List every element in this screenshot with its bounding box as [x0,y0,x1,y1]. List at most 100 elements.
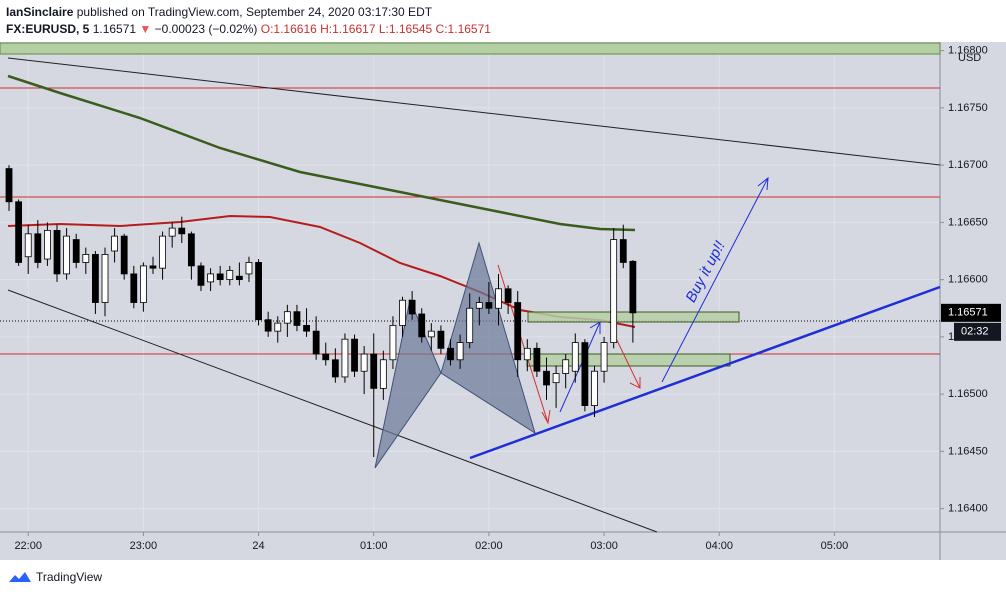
trend-line [7,289,658,533]
candle-body [159,235,166,269]
candle-body [389,325,397,361]
candle-body [533,347,541,372]
x-tick-label: 23:00 [130,540,158,552]
candle-body [15,201,23,263]
candle-body [504,288,512,303]
last: 1.16571 [92,22,137,36]
candle-body [130,273,138,303]
currency: USD [958,52,981,64]
author[interactable]: IanSinclaire [6,5,74,19]
candle-body [111,235,118,252]
candle-body [53,229,61,275]
candle-body [197,265,205,286]
candle-body [495,288,502,309]
candle-body [543,370,550,386]
candle-body [293,311,301,326]
y-tick-label: 1.16750 [948,102,988,114]
candle-body [44,229,51,260]
last-price-label: 1.16571 [948,307,988,319]
y-tick-label: 1.16800 [948,45,988,57]
support-line [469,285,941,460]
logo [9,572,31,582]
candle-body [274,322,282,332]
candle-body [552,373,560,384]
candle-body [283,311,291,324]
candle-body [427,330,435,338]
candle-body [351,338,358,372]
candle-body [485,302,493,309]
candle-body [34,233,42,263]
candle-body [571,342,579,372]
candle-body [523,347,531,361]
candle-body [437,330,445,349]
candle-body [168,227,176,237]
candle-body [379,359,387,389]
footer: TradingView [8,570,102,584]
candle-body [92,254,99,303]
zone [0,42,941,55]
candle-body [418,313,426,338]
countdown: 02:32 [961,326,989,338]
candle-body [475,302,483,309]
candle-body [178,227,186,235]
symbol: FX:EURUSD, 5 [6,22,90,36]
y-tick-label: 1.16700 [948,159,988,171]
candle-body [408,299,416,315]
x-tick-label: 01:00 [360,540,388,552]
candle-body [591,370,598,406]
candle-body [24,233,32,258]
candle-body [466,307,474,344]
candle-body [581,342,589,406]
candle-body [187,233,195,267]
candle-body [629,260,637,314]
candle-body [120,235,128,275]
ma-slow [7,74,636,232]
brand[interactable]: TradingView [36,570,103,584]
candle-body [341,338,349,378]
x-tick-label: 03:00 [590,540,618,552]
x-tick-label: 22:00 [14,540,42,552]
candle-body [370,353,378,389]
zone [527,311,740,323]
arrow: ▼ [139,22,152,36]
candle-body [399,299,406,326]
candle-body [562,359,570,374]
y-tick-label: 1.16450 [948,445,988,457]
x-tick-label: 24 [252,540,264,552]
candle-body [255,262,262,321]
candle-body [303,325,310,332]
change: −0.00023 (−0.02%) [154,22,258,36]
x-tick-label: 04:00 [705,540,733,552]
y-tick-label: 1.16650 [948,216,988,228]
candle-body [216,273,224,281]
candle-body [235,275,243,281]
candle-body [264,319,272,332]
candle-body [82,254,90,263]
x-tick-label: 02:00 [475,540,503,552]
pattern [440,241,536,435]
pane [0,42,1006,560]
candle-body [360,353,368,372]
drawings: Buy it up!! [0,42,941,533]
arrows [559,176,769,413]
candle-body [149,265,157,269]
candle-body [245,262,253,275]
candle-body [5,168,13,203]
candle-body [72,239,80,263]
candle-body [63,235,71,275]
trend-line [7,57,941,166]
candle-body [331,359,339,378]
candle-body [101,254,109,303]
candle-body [619,239,627,263]
candle-body [514,302,522,361]
y-tick-label: 1.16600 [948,274,988,286]
candle-body [312,330,320,355]
candle-body [226,270,234,281]
published: published on TradingView.com, September … [76,5,433,19]
candle-body [447,347,454,361]
pattern [374,298,442,469]
candle-body [456,342,464,361]
candle-body [322,353,330,361]
candle-body [207,273,214,283]
